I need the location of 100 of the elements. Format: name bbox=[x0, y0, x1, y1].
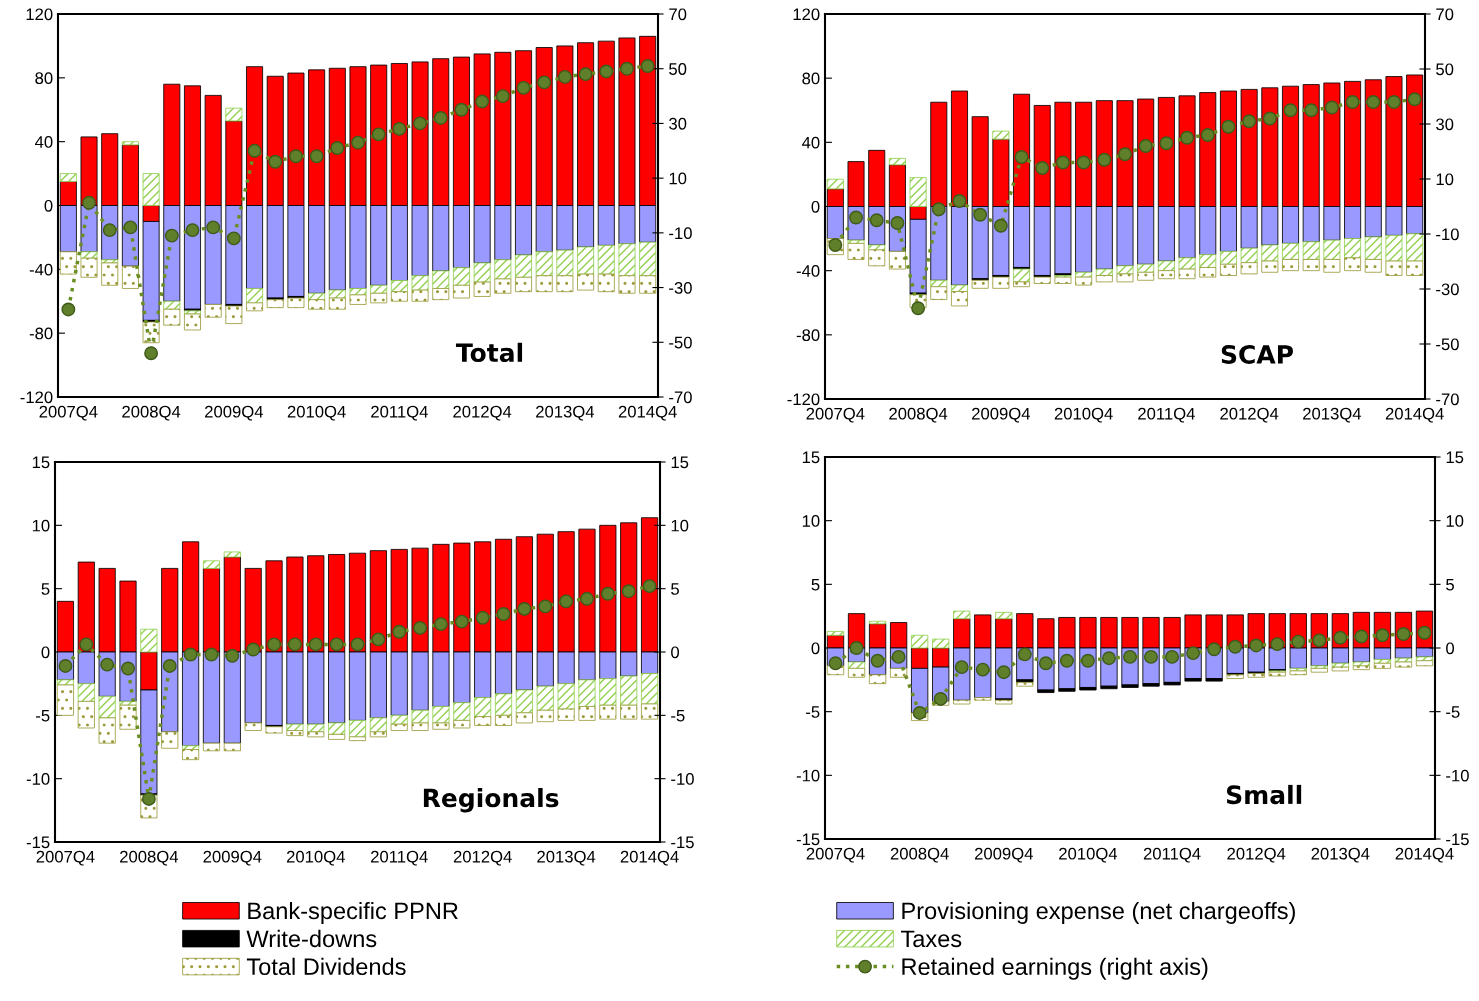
y-tick-label: -40 bbox=[796, 265, 820, 277]
y2-tick-label: 10 bbox=[671, 519, 689, 532]
x-tick-label: 2011Q4 bbox=[371, 850, 428, 866]
y-tick-label: 0 bbox=[41, 646, 50, 659]
y-tick-label: 5 bbox=[811, 578, 820, 591]
y2-tick-label: 0 bbox=[671, 646, 680, 659]
y-tick-label: 10 bbox=[32, 519, 50, 532]
y2-tick-label: -50 bbox=[1436, 338, 1459, 351]
text: Small bbox=[1226, 784, 1302, 805]
y2-tick-label: -15 bbox=[671, 836, 694, 849]
y2-tick-label: -5 bbox=[1446, 706, 1460, 718]
x-tick-label: 2013Q4 bbox=[1311, 847, 1370, 863]
y-tick-label: 0 bbox=[44, 199, 53, 212]
x-tick-label: 2014Q4 bbox=[1395, 847, 1454, 863]
y2-tick-label: 50 bbox=[1436, 63, 1454, 76]
y2-tick-label: -70 bbox=[669, 391, 692, 404]
y-tick-label: 80 bbox=[802, 72, 820, 85]
x-tick-label: 2012Q4 bbox=[453, 405, 512, 421]
y2-tick-label: 70 bbox=[1436, 8, 1454, 21]
legend-label: Write-downs bbox=[246, 929, 377, 948]
x-tick-label: 2010Q4 bbox=[286, 850, 345, 866]
x-tick-label: 2007Q4 bbox=[36, 850, 95, 866]
y2-tick-label: 30 bbox=[1436, 118, 1454, 131]
x-tick-label: 2011Q4 bbox=[1138, 407, 1195, 423]
x-tick-label: 2013Q4 bbox=[536, 405, 595, 421]
x-tick-label: 2013Q4 bbox=[1303, 407, 1362, 423]
y-tick-label: 0 bbox=[811, 642, 820, 655]
text: Total bbox=[455, 342, 523, 363]
y-tick-label: -5 bbox=[806, 706, 820, 718]
y2-tick-label: -10 bbox=[669, 227, 692, 240]
y-tick-label: 80 bbox=[35, 72, 53, 85]
y2-tick-label: -5 bbox=[671, 709, 685, 722]
x-tick-label: 2010Q4 bbox=[1054, 407, 1113, 423]
legend-label: Taxes bbox=[900, 930, 962, 948]
y-tick-label: 15 bbox=[802, 451, 820, 464]
x-tick-label: 2014Q4 bbox=[618, 405, 677, 421]
y2-tick-label: -10 bbox=[1436, 228, 1459, 241]
y2-tick-label: 5 bbox=[1446, 578, 1454, 591]
y2-tick-label: -10 bbox=[671, 773, 694, 785]
y-tick-label: 15 bbox=[32, 456, 50, 469]
y-tick-label: -120 bbox=[20, 391, 53, 404]
x-tick-label: 2007Q4 bbox=[39, 405, 98, 421]
y2-tick-label: -30 bbox=[1436, 283, 1459, 296]
text: Regionals bbox=[423, 788, 559, 813]
y-tick-label: -10 bbox=[26, 773, 50, 785]
y-tick-label: 0 bbox=[811, 200, 820, 213]
x-tick-label: 2009Q4 bbox=[972, 407, 1031, 423]
y-tick-label: -40 bbox=[29, 263, 53, 276]
y-tick-label: 10 bbox=[802, 515, 820, 527]
y2-tick-label: -30 bbox=[669, 281, 692, 294]
y-tick-label: 40 bbox=[801, 136, 820, 149]
x-tick-label: 2008Q4 bbox=[889, 407, 948, 423]
x-tick-label: 2008Q4 bbox=[122, 405, 181, 421]
y2-tick-label: 30 bbox=[669, 117, 687, 130]
x-tick-label: 2012Q4 bbox=[1227, 847, 1286, 863]
y2-tick-label: 10 bbox=[1446, 515, 1464, 527]
legend-label: Bank-specific PPNR bbox=[248, 901, 458, 924]
y2-tick-label: -70 bbox=[1436, 393, 1459, 406]
y2-tick-label: -15 bbox=[1446, 833, 1469, 846]
x-tick-label: 2007Q4 bbox=[806, 407, 865, 423]
y-tick-label: -80 bbox=[29, 327, 53, 340]
x-tick-label: 2012Q4 bbox=[453, 850, 512, 866]
y-tick-label: -15 bbox=[26, 836, 50, 849]
y2-tick-label: -50 bbox=[669, 336, 692, 349]
x-tick-label: 2010Q4 bbox=[1059, 847, 1118, 863]
x-tick-label: 2013Q4 bbox=[537, 850, 596, 866]
y2-tick-label: 10 bbox=[1436, 173, 1454, 186]
x-tick-label: 2010Q4 bbox=[287, 405, 346, 421]
y-tick-label: -80 bbox=[796, 329, 820, 342]
legend-label: Provisioning expense (net chargeoffs) bbox=[902, 901, 1295, 924]
x-tick-label: 2008Q4 bbox=[120, 850, 179, 866]
x-tick-label: 2008Q4 bbox=[890, 847, 949, 863]
x-tick-label: 2011Q4 bbox=[371, 405, 428, 421]
x-tick-label: 2014Q4 bbox=[1385, 407, 1444, 423]
y2-tick-label: 70 bbox=[669, 8, 687, 21]
y-tick-label: -5 bbox=[36, 709, 50, 722]
y-tick-label: -10 bbox=[796, 769, 820, 782]
y-tick-label: -120 bbox=[787, 393, 820, 406]
x-tick-label: 2009Q4 bbox=[203, 850, 262, 866]
y2-tick-label: 0 bbox=[1446, 642, 1455, 655]
x-tick-label: 2012Q4 bbox=[1220, 407, 1279, 423]
x-tick-label: 2014Q4 bbox=[620, 850, 679, 866]
x-tick-label: 2009Q4 bbox=[974, 847, 1033, 863]
text: SCAP bbox=[1221, 344, 1293, 364]
y2-tick-label: 10 bbox=[669, 172, 687, 185]
legend-label: Total Dividends bbox=[246, 957, 406, 976]
y-tick-label: 40 bbox=[34, 136, 53, 148]
y-tick-label: 120 bbox=[793, 8, 820, 21]
y2-tick-label: 15 bbox=[1446, 451, 1464, 464]
y2-tick-label: 5 bbox=[671, 583, 679, 595]
y2-tick-label: -10 bbox=[1446, 769, 1469, 782]
legend-label: Retained earnings (right axis) bbox=[902, 957, 1208, 980]
y-tick-label: 120 bbox=[26, 8, 53, 21]
x-tick-label: 2009Q4 bbox=[205, 405, 264, 421]
y2-tick-label: 15 bbox=[671, 456, 689, 469]
x-tick-label: 2011Q4 bbox=[1143, 847, 1201, 863]
y-tick-label: 5 bbox=[41, 583, 50, 595]
x-tick-label: 2007Q4 bbox=[806, 847, 865, 863]
y2-tick-label: 50 bbox=[669, 63, 687, 75]
y-tick-label: -15 bbox=[796, 833, 820, 846]
